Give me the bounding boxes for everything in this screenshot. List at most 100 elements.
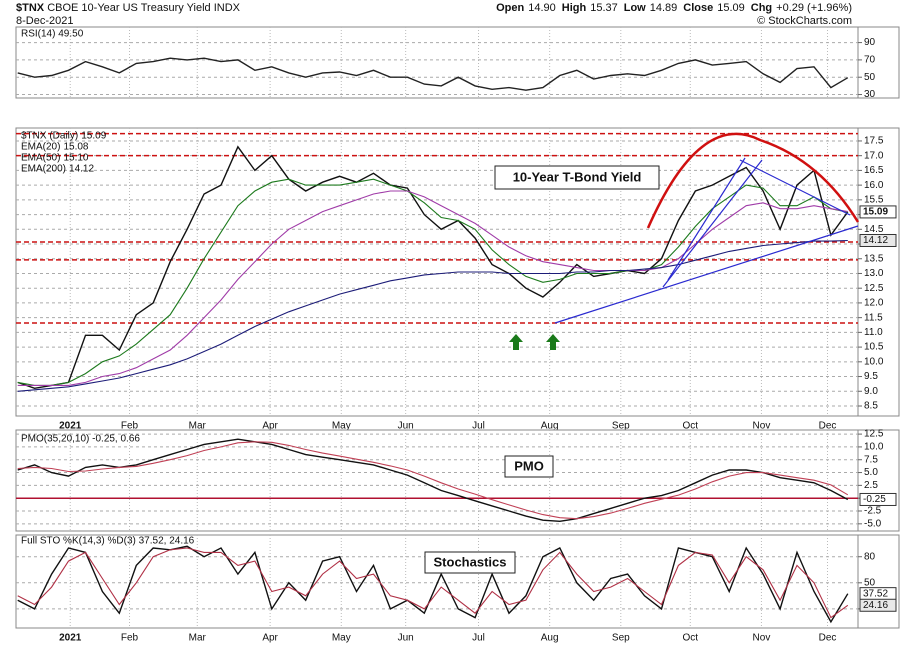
panel-legend: PMO(35,20,10) -0.25, 0.66 xyxy=(21,434,140,445)
last-value-label: -0.25 xyxy=(863,494,886,505)
y-tick-label: 13.0 xyxy=(864,268,884,279)
x-tick-label: May xyxy=(332,633,351,644)
x-tick-label: Aug xyxy=(541,421,559,432)
y-tick-label: -5.0 xyxy=(864,518,882,529)
y-tick-label: 7.5 xyxy=(864,454,878,465)
panel-legend: Full STO %K(14,3) %D(3) 37.52, 24.16 xyxy=(21,536,195,547)
y-tick-label: 10.5 xyxy=(864,342,884,353)
quote-value: +0.29 (+1.96%) xyxy=(776,2,852,14)
series-line xyxy=(17,239,848,392)
quote-value: 14.90 xyxy=(528,2,556,14)
quote-item: High 15.37 xyxy=(562,2,618,14)
quote-item: Low 14.89 xyxy=(624,2,678,14)
legend-name: $TNX (Daily) xyxy=(21,131,78,142)
x-tick-label: Feb xyxy=(121,421,139,432)
y-tick-label: 16.0 xyxy=(864,180,884,191)
last-value-label: 14.12 xyxy=(863,235,888,246)
quote-label: Open xyxy=(496,2,525,14)
trend-line xyxy=(739,159,851,216)
x-tick-label: Sep xyxy=(612,633,630,644)
series-line xyxy=(17,190,848,386)
x-tick-label: 2021 xyxy=(59,633,82,644)
y-tick-label: -2.5 xyxy=(864,506,882,517)
header-date: 8-Dec-2021 xyxy=(16,15,74,27)
x-tick-label: Feb xyxy=(121,633,139,644)
x-tick-label: Aug xyxy=(541,633,559,644)
rounded-top-arc xyxy=(646,132,860,229)
header-title: $TNX CBOE 10-Year US Treasury Yield INDX xyxy=(16,2,240,14)
x-tick-label: Mar xyxy=(189,421,207,432)
annotation: 10-Year T-Bond Yield xyxy=(513,169,642,184)
y-tick-label: 50 xyxy=(864,577,876,588)
y-tick-label: 9.0 xyxy=(864,386,878,397)
y-tick-label: 13.5 xyxy=(864,253,884,264)
legend-value: 15.10 xyxy=(63,153,88,164)
quote-value: 15.37 xyxy=(590,2,618,14)
quote-label: Chg xyxy=(750,2,773,14)
y-tick-label: 30 xyxy=(864,89,876,100)
series-line xyxy=(17,57,849,91)
last-value-label: 37.52 xyxy=(863,588,888,599)
legend-value: 15.09 xyxy=(81,131,106,142)
x-tick-label: Jul xyxy=(472,633,485,644)
y-tick-label: 10.0 xyxy=(864,356,884,367)
last-value-box xyxy=(859,205,897,219)
x-tick-label: Oct xyxy=(682,633,698,644)
last-value-label: 24.16 xyxy=(863,600,888,611)
quote: Open 14.90 High 15.37 Low 14.89 Close 15.09 Chg +… xyxy=(490,2,852,14)
annotation-box xyxy=(504,455,554,478)
legend-name: EMA(50) xyxy=(21,153,60,164)
panel-legend: RSI(14) 49.50 xyxy=(21,29,84,40)
y-tick-label: 12.5 xyxy=(864,429,884,440)
x-tick-label: Jun xyxy=(398,421,414,432)
axis-frame xyxy=(857,534,900,629)
y-tick-label: 16.5 xyxy=(864,165,884,176)
copyright: © StockCharts.com xyxy=(757,15,852,27)
series-line xyxy=(17,145,849,390)
annotation-box xyxy=(424,551,516,574)
y-tick-label: 17.5 xyxy=(864,136,884,147)
quote-item: Close 15.09 xyxy=(683,2,745,14)
last-value-box xyxy=(859,233,897,247)
y-tick-label: 5.0 xyxy=(864,467,878,478)
x-tick-label: May xyxy=(332,421,351,432)
trend-line xyxy=(662,159,763,288)
axis-frame xyxy=(857,127,900,417)
y-tick-label: 9.5 xyxy=(864,371,878,382)
legend-name: EMA(200) xyxy=(21,164,66,175)
series-line xyxy=(17,545,849,624)
y-tick-label: 17.0 xyxy=(864,150,884,161)
x-tick-label: Oct xyxy=(682,421,698,432)
annotation-box xyxy=(494,165,660,190)
last-value-label: 15.09 xyxy=(863,207,888,218)
y-tick-label: 10.0 xyxy=(864,442,884,453)
axis-frame xyxy=(857,429,900,532)
x-tick-label: 2021 xyxy=(59,421,82,432)
x-tick-label: Mar xyxy=(189,633,207,644)
x-tick-label: Apr xyxy=(262,633,278,644)
x-tick-label: Nov xyxy=(753,633,771,644)
y-tick-label: 11.5 xyxy=(864,312,883,323)
quote-label: Close xyxy=(683,2,714,14)
x-tick-label: Dec xyxy=(819,421,837,432)
layers: 30 50 70 90 8.5 9.0 9.5 10.0 10.5 11.0 11.5 12.0 12.… xyxy=(15,26,900,644)
annotation: Stochastics xyxy=(434,554,507,569)
legend-value: 14.12 xyxy=(69,164,94,175)
quote-label: High xyxy=(561,2,587,14)
y-tick-label: 12.0 xyxy=(864,298,884,309)
y-tick-label: 15.5 xyxy=(864,194,884,205)
series-line xyxy=(17,547,849,619)
up-arrow xyxy=(509,334,523,350)
quote-label: Low xyxy=(623,2,646,14)
series-line xyxy=(17,441,849,520)
y-tick-label: 2.5 xyxy=(864,480,878,491)
last-value-box xyxy=(859,492,897,506)
quote-value: 15.09 xyxy=(717,2,745,14)
y-tick-label: 14.5 xyxy=(864,224,884,235)
axis-frame xyxy=(857,26,900,99)
symbol: $TNX xyxy=(16,2,45,14)
series-line xyxy=(17,178,848,386)
